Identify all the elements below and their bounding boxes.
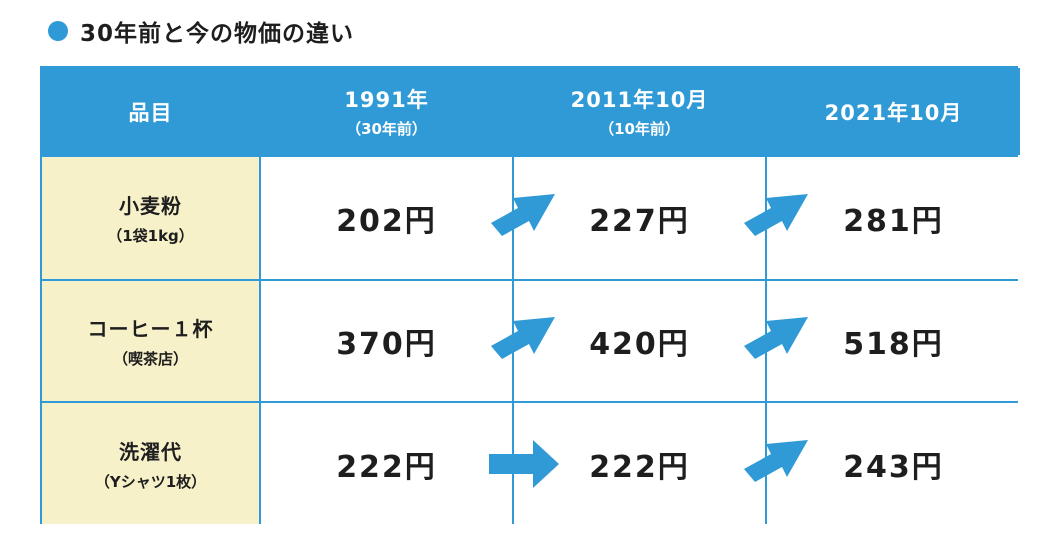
item-name: コーヒー１杯 <box>87 317 214 341</box>
up-right-arrow-icon <box>744 317 808 359</box>
price-cell: 227円 <box>491 157 765 279</box>
price-cell: 243円 <box>744 403 1020 524</box>
up-right-arrow-icon <box>491 317 555 359</box>
price-value: 227円 <box>589 204 690 239</box>
price-cell: 281円 <box>744 157 1020 279</box>
header-label: 品目 <box>128 100 173 125</box>
price-value: 281円 <box>843 204 944 239</box>
price-value: 420円 <box>589 327 690 362</box>
right-arrow-icon <box>489 439 559 488</box>
item-name: 小麦粉 <box>119 194 182 218</box>
item-name: 洗濯代 <box>119 439 182 464</box>
price-value: 222円 <box>336 449 437 485</box>
header-1991: 1991年 （30年前） <box>261 68 512 155</box>
bullet-dot-icon <box>48 21 68 41</box>
page-title: 30年前と今の物価の違い <box>80 21 355 47</box>
header-2011: 2011年10月 （10年前） <box>514 68 765 155</box>
price-value: 518円 <box>843 327 944 362</box>
price-value: 370円 <box>336 327 437 362</box>
title-row: 30年前と今の物価の違い <box>48 14 354 48</box>
header-label: 2011年10月 <box>570 88 709 112</box>
price-value: 222円 <box>589 449 690 485</box>
header-sub: （10年前） <box>599 120 680 138</box>
header-sub: （30年前） <box>346 120 427 138</box>
price-cell: 518円 <box>744 281 1020 401</box>
up-right-arrow-icon <box>744 194 808 236</box>
header-label: 2021年10月 <box>824 100 963 125</box>
up-right-arrow-icon <box>744 439 808 482</box>
price-cell: 420円 <box>491 281 765 401</box>
item-note: （Yシャツ1枚） <box>94 472 207 491</box>
price-cell: 370円 <box>261 281 512 401</box>
price-table: 品目 1991年 （30年前） 2011年10月 （10年前） 2021年10月… <box>40 66 1020 524</box>
header-item: 品目 <box>42 68 259 155</box>
price-value: 202円 <box>336 204 437 239</box>
item-note: （1袋1kg） <box>107 227 194 245</box>
header-2021: 2021年10月 <box>767 68 1020 155</box>
item-cell-laundry: 洗濯代 （Yシャツ1枚） <box>42 403 259 524</box>
header-label: 1991年 <box>344 88 429 112</box>
price-value: 243円 <box>843 449 944 485</box>
item-cell-coffee: コーヒー１杯 （喫茶店） <box>42 281 259 401</box>
item-cell-flour: 小麦粉 （1袋1kg） <box>42 157 259 279</box>
up-right-arrow-icon <box>491 194 555 236</box>
price-cell: 222円 <box>489 403 765 524</box>
item-note: （喫茶店） <box>112 350 188 368</box>
price-cell: 222円 <box>261 403 512 524</box>
price-cell: 202円 <box>261 157 512 279</box>
